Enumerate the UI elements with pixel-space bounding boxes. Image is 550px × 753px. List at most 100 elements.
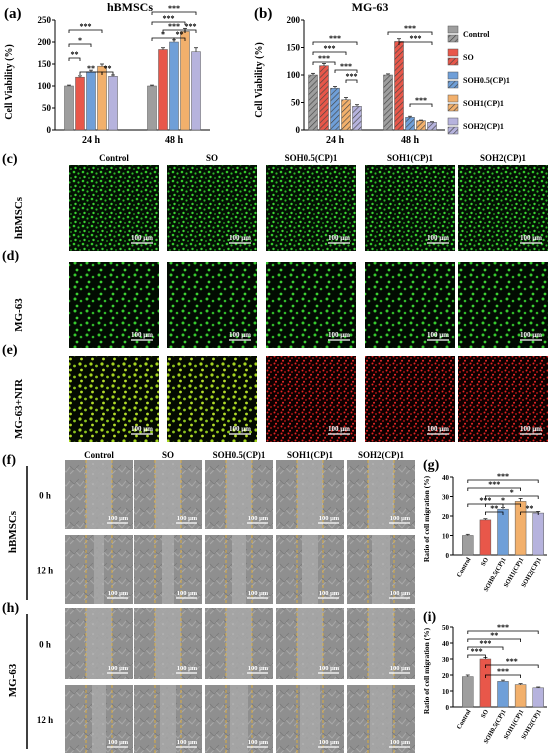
chart-i-ytick: 40	[442, 640, 450, 648]
chart-a-bar	[180, 31, 190, 131]
chart-g-ytick: 20	[442, 513, 450, 521]
scale-label: 100 μm	[520, 234, 542, 242]
scale-label: 100 μm	[131, 425, 153, 433]
migration-grid: Control SO SOH0.5(CP)1 SOH1(CP)1 SOH2(CP)1 (…	[2, 450, 415, 753]
chart-a: (a) hBMSCs Cell Viability (%) 0 50 100 150 2…	[4, 0, 210, 146]
i-bracket	[485, 674, 521, 678]
chart-b-ytick: 50	[291, 98, 301, 108]
i-sig-label: **	[490, 631, 498, 640]
scale-label: 100 μm	[427, 234, 449, 242]
g-sig-label: *	[501, 496, 505, 505]
a-bracket	[101, 71, 114, 75]
fluor-row-label: MG-63+NIR	[13, 378, 25, 439]
legend-swatch-hatched	[447, 57, 459, 66]
scale-label: 100 μm	[390, 590, 411, 597]
migration-col-label: SOH1(CP)1	[287, 450, 333, 460]
i-sig-label: ***	[479, 639, 491, 648]
a-sig-label: ***	[185, 22, 197, 31]
scale-label: 100 μm	[319, 590, 340, 597]
migration-col-label: SOH2(CP)1	[358, 450, 404, 460]
i-sig-label: ***	[471, 647, 483, 656]
g-sig-label: **	[525, 504, 533, 513]
fluor-image	[458, 262, 548, 348]
b-bracket	[312, 51, 347, 55]
legend-swatch	[447, 94, 459, 103]
a-sig-label: *	[161, 30, 165, 39]
chart-b-bar	[308, 74, 318, 131]
scale-label: 100 μm	[229, 331, 251, 339]
legend-label: SOH1(CP)1	[463, 99, 504, 108]
scale-label: 100 μm	[248, 590, 269, 597]
b-bracket	[312, 41, 358, 45]
migration-time-label: 12 h	[37, 715, 53, 725]
chart-a-bar	[158, 49, 168, 131]
chart-i-bar	[514, 684, 527, 708]
scale-label: 100 μm	[248, 739, 269, 746]
i-sig-label: ***	[497, 623, 509, 632]
i-bracket	[467, 646, 504, 650]
b-sig-label: ***	[346, 72, 358, 81]
g-sig-label: ***	[497, 472, 509, 481]
panel-tag-i: (i)	[423, 610, 437, 625]
g-bracket	[485, 511, 504, 515]
i-bracket	[467, 654, 486, 658]
fluor-image	[458, 165, 548, 251]
scale-label: 100 μm	[520, 425, 542, 433]
legend-label: SOH0.5(CP)1	[463, 76, 510, 85]
scale-label: 100 μm	[177, 739, 198, 746]
fluor-row-label: hBMSCs	[13, 196, 25, 239]
chart-g-bar	[462, 535, 474, 556]
chart-b-ytick: 200	[287, 15, 301, 25]
chart-a-bar	[108, 76, 118, 131]
fluor-row-label: MG-63	[13, 298, 25, 332]
legend-swatch	[447, 117, 459, 126]
chart-g-ylabel: Ratio of cell migration (%)	[422, 475, 431, 562]
chart-b-group-48h: 48 h	[401, 135, 420, 146]
fluor-image	[266, 262, 356, 348]
chart-b-ylabel: Cell Viability (%)	[254, 42, 265, 118]
chart-g-bar	[532, 512, 544, 556]
a-sig-label: ***	[168, 4, 180, 13]
chart-b-bar	[352, 106, 362, 131]
i-sig-label: ***	[506, 657, 518, 666]
i-sig-label: ***	[497, 667, 509, 676]
chart-a-ytick: 0	[47, 125, 52, 135]
scale-label: 100 μm	[229, 425, 251, 433]
chart-g-ytick: 10	[442, 533, 450, 541]
fluor-image	[458, 356, 548, 442]
migration-panel-tag: (f)	[2, 453, 16, 468]
legend-swatch	[447, 71, 459, 80]
chart-a-ytick: 50	[42, 103, 52, 113]
chart-a-ytick: 250	[38, 15, 52, 25]
i-bracket	[467, 630, 539, 634]
scale-label: 100 μm	[177, 515, 198, 522]
legend-swatch	[447, 48, 459, 57]
chart-a-bar	[97, 65, 107, 131]
chart-b-title: MG-63	[352, 0, 389, 14]
chart-b-bar	[319, 65, 329, 131]
a-bracket	[184, 29, 197, 33]
a-sig-label: ***	[168, 22, 180, 31]
scale-label: 100 μm	[108, 665, 129, 672]
scale-label: 100 μm	[177, 665, 198, 672]
a-sig-label: ***	[163, 14, 175, 23]
chart-g-bar	[497, 508, 509, 556]
migration-col-label: SOH0.5(CP)1	[213, 450, 266, 460]
chart-a-bar	[75, 76, 85, 131]
scale-label: 100 μm	[390, 515, 411, 522]
g-sig-label: ***	[488, 480, 500, 489]
fluor-row-tag: (c)	[2, 152, 18, 167]
scale-label: 100 μm	[427, 331, 449, 339]
a-bracket	[68, 43, 92, 47]
chart-g-ytick: 30	[442, 494, 450, 502]
migration-col-label: Control	[84, 450, 114, 460]
chart-b-bar	[330, 87, 340, 131]
panel-tag-g: (g)	[423, 458, 440, 473]
chart-a-bar	[86, 71, 96, 131]
legend-label: SO	[463, 53, 474, 62]
chart-g-ytick: 0	[446, 552, 450, 560]
chart-i-ytick: 0	[446, 704, 450, 712]
fluor-image	[266, 356, 356, 442]
legend-label: Control	[463, 30, 490, 39]
fluor-image	[69, 356, 159, 442]
